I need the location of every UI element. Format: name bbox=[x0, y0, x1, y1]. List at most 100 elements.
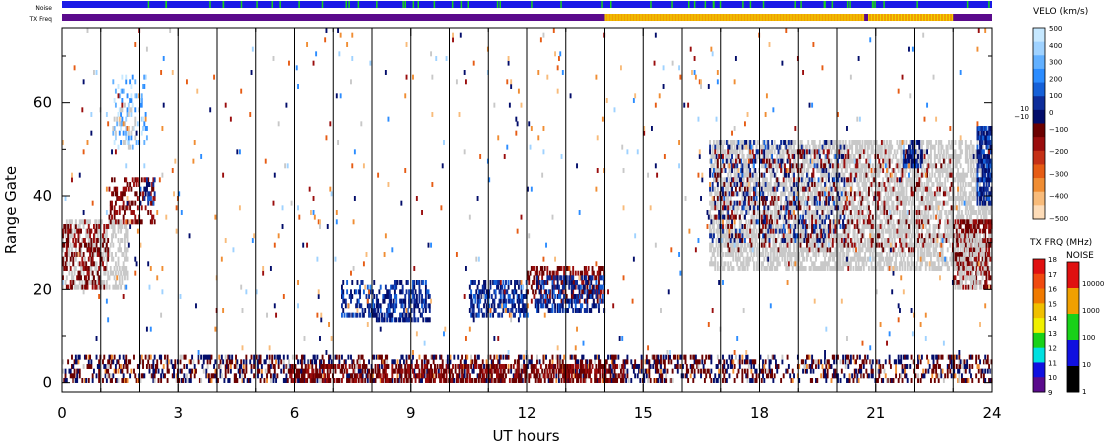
echo-cell bbox=[541, 266, 544, 271]
echo-cell bbox=[268, 354, 271, 360]
echo-cell bbox=[298, 378, 301, 383]
echo-cell bbox=[561, 364, 564, 369]
echo-cell bbox=[173, 364, 175, 369]
echo-cell bbox=[967, 378, 970, 383]
echo-cell bbox=[334, 364, 337, 369]
echo-cell bbox=[114, 261, 117, 267]
echo-cell bbox=[559, 289, 562, 295]
echo-cell bbox=[73, 373, 76, 379]
echo-cell bbox=[768, 144, 771, 150]
echo-cell bbox=[144, 112, 147, 117]
echo-cell bbox=[631, 364, 634, 369]
echo-cell bbox=[113, 214, 116, 220]
echo-cell bbox=[65, 266, 68, 271]
txfreq-stripe bbox=[718, 14, 720, 21]
echo-cell bbox=[343, 312, 346, 318]
echo-cell bbox=[351, 280, 354, 285]
echo-cell bbox=[563, 294, 566, 299]
echo-cell bbox=[366, 284, 369, 290]
echo-cell bbox=[125, 74, 128, 80]
echo-cell bbox=[517, 359, 520, 365]
echo-cell bbox=[86, 219, 89, 225]
echo-cell bbox=[180, 368, 183, 374]
echo-cell bbox=[809, 196, 812, 201]
echo-cell bbox=[754, 368, 757, 374]
echo-cell bbox=[759, 172, 762, 178]
echo-cell bbox=[772, 252, 775, 257]
echo-cell bbox=[269, 364, 272, 369]
echo-cell bbox=[785, 182, 788, 187]
echo-cell bbox=[587, 364, 590, 369]
echo-cell bbox=[536, 266, 538, 271]
txfreq-stripe bbox=[646, 14, 648, 21]
echo-cell bbox=[156, 364, 159, 369]
echo-cell bbox=[152, 200, 155, 206]
echo-cell bbox=[808, 144, 811, 150]
echo-cell bbox=[710, 205, 713, 211]
echo-cell bbox=[116, 191, 119, 197]
echo-cell bbox=[87, 266, 90, 271]
echo-cell bbox=[69, 266, 72, 271]
echo-cell bbox=[400, 289, 403, 295]
echo-cell bbox=[126, 247, 129, 253]
echo-cell bbox=[93, 242, 95, 248]
echo-cell bbox=[751, 210, 754, 215]
echo-cell bbox=[373, 303, 376, 309]
echo-cell bbox=[69, 219, 72, 225]
echo-cell bbox=[689, 368, 692, 374]
echo-cell bbox=[477, 303, 480, 309]
echo-cell bbox=[419, 378, 422, 383]
echo-cell bbox=[62, 368, 64, 374]
echo-cell bbox=[112, 126, 115, 131]
echo-cell bbox=[423, 303, 426, 309]
echo-cell bbox=[616, 364, 619, 369]
echo-cell bbox=[372, 368, 374, 374]
echo-cell bbox=[725, 368, 728, 374]
echo-cell bbox=[932, 354, 935, 360]
echo-cell bbox=[729, 140, 732, 145]
echo-cell bbox=[767, 182, 770, 187]
echo-cell bbox=[806, 364, 808, 369]
echo-cell bbox=[369, 312, 372, 318]
echo-cell bbox=[454, 368, 457, 374]
echo-cell bbox=[705, 354, 708, 360]
echo-cell bbox=[72, 378, 75, 383]
echo-cell bbox=[532, 266, 535, 271]
echo-cell bbox=[140, 177, 143, 183]
echo-cell bbox=[768, 364, 771, 369]
echo-cell bbox=[804, 214, 807, 220]
echo-cell bbox=[715, 191, 718, 197]
noise-spike bbox=[496, 1, 499, 8]
echo-cell bbox=[384, 284, 387, 290]
echo-cell bbox=[91, 242, 94, 248]
echo-cell bbox=[799, 200, 802, 206]
echo-cell bbox=[91, 238, 94, 243]
echo-cell bbox=[346, 289, 349, 295]
echo-cell bbox=[319, 373, 321, 379]
echo-cell bbox=[746, 154, 749, 159]
echo-cell bbox=[807, 224, 810, 229]
echo-cell bbox=[134, 191, 137, 197]
echo-cell bbox=[709, 210, 712, 215]
echo-cell bbox=[590, 280, 593, 285]
echo-cell bbox=[125, 186, 128, 192]
echo-cell bbox=[745, 256, 748, 262]
echo-cell bbox=[559, 368, 562, 374]
echo-cell bbox=[754, 177, 757, 183]
echo-cell bbox=[399, 368, 402, 374]
echo-cell bbox=[762, 163, 764, 169]
echo-cell bbox=[555, 378, 558, 383]
echo-cell bbox=[76, 228, 79, 234]
noise-spike bbox=[348, 1, 350, 8]
echo-cell bbox=[936, 359, 939, 365]
echo-cell bbox=[424, 308, 427, 313]
echo-cell bbox=[660, 359, 662, 365]
echo-cell bbox=[755, 158, 758, 164]
echo-cell bbox=[804, 238, 807, 243]
echo-cell bbox=[756, 266, 759, 271]
echo-cell bbox=[773, 373, 776, 379]
echo-cell bbox=[529, 359, 532, 365]
echo-cell bbox=[963, 359, 966, 365]
echo-cell bbox=[548, 289, 551, 295]
echo-cell bbox=[755, 228, 758, 234]
